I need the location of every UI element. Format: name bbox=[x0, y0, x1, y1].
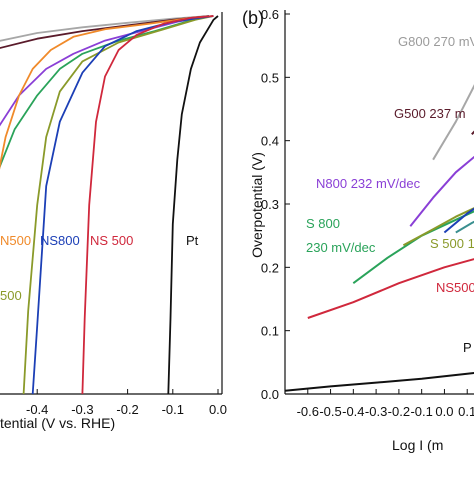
annotation-s800b: 230 mV/dec bbox=[306, 240, 376, 255]
panel-b-y-tick-label: 0.1 bbox=[261, 324, 279, 339]
panel-b-y-label: Overpotential (V) bbox=[249, 152, 265, 258]
panel-b-label: (b) bbox=[242, 8, 264, 28]
panel-b-x-tick-label: -0.5 bbox=[319, 404, 341, 419]
panel-b-y-tick-label: 0.5 bbox=[261, 70, 279, 85]
panel-b-x-tick-label: -0.6 bbox=[297, 404, 319, 419]
panel-b-y-tick-label: 0.2 bbox=[261, 260, 279, 275]
panel-a-series-500 bbox=[22, 15, 214, 395]
panel-a-series-gray bbox=[0, 15, 210, 42]
panel-a-series-purple bbox=[0, 15, 210, 127]
panel-b-series-n800 bbox=[409, 155, 474, 227]
panel-a-x-tick-label: -0.3 bbox=[71, 402, 93, 417]
panel-b-y-tick-label: 0.3 bbox=[261, 197, 279, 212]
panel-b-y-tick-label: 0.6 bbox=[261, 7, 279, 22]
panel-b-x-tick-label: 0.0 bbox=[435, 404, 453, 419]
panel-a-polarization-curves: -0.4 -0.3 -0.2 -0.1 0.0 tential (V vs. RHE) … bbox=[0, 12, 227, 431]
panel-a-x-tick-label: -0.2 bbox=[116, 402, 138, 417]
panel-b-series-blue bbox=[443, 207, 474, 234]
panel-a-x-tick-label: -0.1 bbox=[162, 402, 184, 417]
annotation-s500: S 500 1 bbox=[430, 236, 474, 251]
panel-a-x-label: tential (V vs. RHE) bbox=[0, 415, 115, 431]
panel-a-series-pt bbox=[167, 15, 219, 395]
panel-b-x-tick-label: -0.1 bbox=[410, 404, 432, 419]
annotation-p: P bbox=[463, 340, 472, 355]
panel-a-series-ns-500 bbox=[81, 15, 214, 395]
annotation-n800: N800 232 mV/dec bbox=[316, 176, 421, 191]
panel-b-y-tick-label: 0.4 bbox=[261, 134, 279, 149]
panel-a-series-n500 bbox=[0, 15, 214, 170]
panel-b-x-tick-label: 0.1 bbox=[458, 404, 474, 419]
label-n500: N500 bbox=[0, 233, 31, 248]
panel-b-tafel-plots: (b) 0.00.10.20.30.40.50.6-0.6 -0.5 -0.4 -0.… bbox=[242, 7, 474, 453]
panel-b-series-g800 bbox=[432, 84, 474, 161]
label-500: 500 bbox=[0, 288, 22, 303]
annotation-s800a: S 800 bbox=[306, 216, 340, 231]
panel-b-x-label: Log I (m bbox=[392, 437, 443, 453]
panel-a-series-ns-800 bbox=[31, 15, 214, 395]
annotation-g500: G500 237 m bbox=[394, 106, 466, 121]
annotation-ns500: NS500 bbox=[436, 280, 474, 295]
annotation-g800: G800 270 mV bbox=[398, 34, 474, 49]
label-ns500: NS 500 bbox=[90, 233, 133, 248]
label-ns800: NS800 bbox=[40, 233, 80, 248]
panel-a-x-tick-label: 0.0 bbox=[209, 402, 227, 417]
panel-b-x-tick-label: -0.3 bbox=[365, 404, 387, 419]
panel-b-x-tick-label: -0.4 bbox=[342, 404, 364, 419]
panel-b-series-teal bbox=[455, 220, 474, 234]
panel-a-x-tick-label: -0.4 bbox=[26, 402, 48, 417]
panel-b-y-tick-label: 0.0 bbox=[261, 387, 279, 402]
panel-b-series-ns500 bbox=[307, 258, 474, 319]
panel-b-x-tick-label: -0.2 bbox=[388, 404, 410, 419]
label-pt: Pt bbox=[186, 233, 199, 248]
panel-b-series-pt bbox=[284, 371, 474, 392]
